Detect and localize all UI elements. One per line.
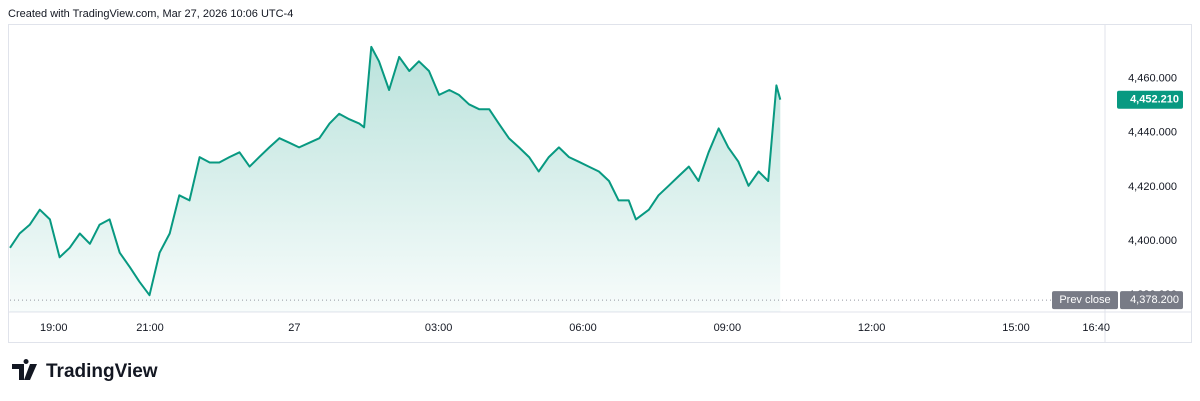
x-tick-label: 09:00 <box>714 322 742 334</box>
y-tick-label: 4,440.000 <box>1128 127 1177 139</box>
frame <box>8 24 1192 343</box>
last-price-label: 4,452.210 <box>1130 94 1179 106</box>
logo-text: TradingView <box>46 361 158 382</box>
x-tick-label: 06:00 <box>569 322 597 334</box>
prev-close-value: 4,378.200 <box>1130 294 1179 306</box>
prev-close-tag <box>1052 291 1118 310</box>
x-tick-label: 21:00 <box>136 322 164 334</box>
y-tick-label: 4,400.000 <box>1128 235 1177 247</box>
x-tick-label: 16:40 <box>1082 322 1110 334</box>
header: Created with TradingView.com, Mar 27, 20… <box>8 8 293 20</box>
last-price-tag <box>1117 90 1183 109</box>
x-tick-label: 15:00 <box>1002 322 1030 334</box>
x-tick-label: 03:00 <box>425 322 453 334</box>
area-fill <box>10 46 781 313</box>
prev-close-value-tag <box>1120 291 1183 310</box>
x-tick-label: 12:00 <box>858 322 886 334</box>
price-line <box>9 45 782 297</box>
x-tick-label: 27 <box>288 322 300 334</box>
y-tick-label: 4,420.000 <box>1128 181 1177 193</box>
logo: TradingView <box>12 359 158 382</box>
x-tick-label: 19:00 <box>40 322 68 334</box>
prev-close-name: Prev close <box>1059 294 1110 306</box>
y-tick-label: 4,460.000 <box>1128 73 1177 85</box>
